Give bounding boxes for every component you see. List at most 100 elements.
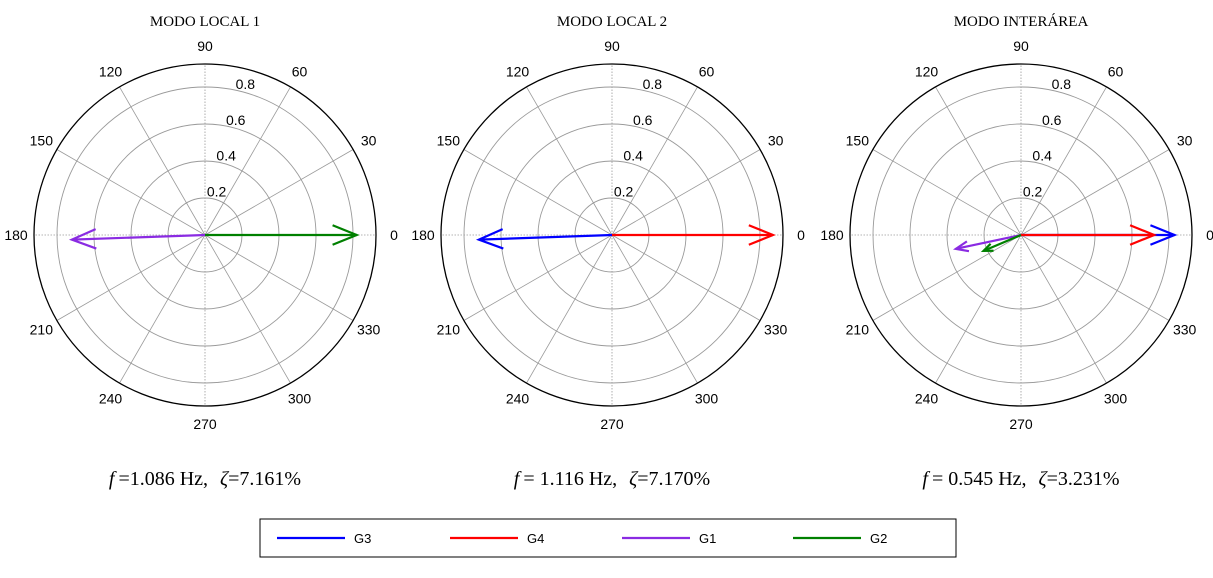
plot-title: MODO INTERÁREA xyxy=(954,13,1089,30)
angle-tick-label: 300 xyxy=(1104,391,1128,407)
angle-tick-label: 330 xyxy=(1173,322,1197,338)
vector-g3 xyxy=(475,228,613,250)
plot-title: MODO LOCAL 2 xyxy=(557,14,667,30)
angle-tick-label: 0 xyxy=(390,227,398,243)
legend-item-g1: G1 xyxy=(622,531,716,546)
angle-tick-label: 30 xyxy=(361,133,377,149)
angle-tick-label: 150 xyxy=(437,133,461,149)
spoke-line xyxy=(463,234,613,321)
spoke-line xyxy=(526,86,613,236)
polar-plot-1: MODO LOCAL 1 0.2 0.4 0.6 0.8 0 30 60 90 120 150 180… xyxy=(4,14,398,490)
angle-tick-label: 120 xyxy=(915,63,939,79)
radial-tick-label: 0.8 xyxy=(236,76,256,92)
outer-ring xyxy=(33,63,377,407)
radial-tick-label: 0.8 xyxy=(643,76,663,92)
spoke-line xyxy=(119,86,206,236)
damping-symbol: ζ xyxy=(220,468,230,490)
frequency-value: =1.086 Hz, xyxy=(118,468,208,490)
damping-symbol: ζ xyxy=(1039,468,1049,490)
angle-tick-label: 180 xyxy=(4,227,28,243)
frequency-value: = 0.545 Hz, xyxy=(932,468,1027,490)
angle-tick-label: 60 xyxy=(699,63,715,79)
outer-ring xyxy=(849,63,1193,407)
damping-value: =7.170% xyxy=(637,468,710,490)
angle-tick-label: 330 xyxy=(764,322,788,338)
legend-label: G3 xyxy=(354,531,371,546)
angle-tick-label: 0 xyxy=(797,227,805,243)
angle-tick-label: 90 xyxy=(1013,38,1029,54)
spoke-line xyxy=(935,86,1022,236)
radial-tick-label: 0.6 xyxy=(226,112,246,128)
spoke-line xyxy=(526,234,613,384)
radial-tick-label: 0.6 xyxy=(633,112,653,128)
spoke-line xyxy=(935,234,1022,384)
spoke-line xyxy=(204,86,291,236)
angle-tick-label: 120 xyxy=(506,63,530,79)
damping-symbol: ζ xyxy=(629,468,639,490)
frequency-symbol: f xyxy=(514,468,522,490)
mode-caption: f = 0.545 Hz, ζ=3.231% xyxy=(922,468,1119,490)
radial-tick-label: 0.8 xyxy=(1052,76,1072,92)
spoke-line xyxy=(1020,149,1170,236)
radial-tick-label: 0.2 xyxy=(1023,183,1043,199)
mode-caption: f = 1.116 Hz, ζ=7.170% xyxy=(514,468,710,490)
angle-tick-label: 300 xyxy=(288,391,312,407)
angle-tick-label: 330 xyxy=(357,322,381,338)
angle-tick-label: 270 xyxy=(1009,416,1033,432)
spoke-line xyxy=(56,149,206,236)
legend-item-g4: G4 xyxy=(450,531,544,546)
spoke-line xyxy=(872,149,1022,236)
mode-caption: f =1.086 Hz, ζ=7.161% xyxy=(109,468,301,490)
damping-value: =7.161% xyxy=(228,468,301,490)
angle-tick-label: 270 xyxy=(193,416,217,432)
angle-tick-label: 180 xyxy=(411,227,435,243)
spoke-line xyxy=(872,234,1022,321)
angle-tick-label: 270 xyxy=(600,416,624,432)
angle-tick-label: 240 xyxy=(99,391,123,407)
radial-tick-label: 0.2 xyxy=(614,183,634,199)
legend-label: G2 xyxy=(870,531,887,546)
spoke-line xyxy=(1020,234,1170,321)
angle-tick-label: 120 xyxy=(99,63,123,79)
spoke-line xyxy=(204,234,291,384)
legend-label: G4 xyxy=(527,531,544,546)
frequency-value: = 1.116 Hz, xyxy=(523,468,617,490)
plot-title: MODO LOCAL 1 xyxy=(150,14,260,30)
angle-tick-label: 30 xyxy=(768,133,784,149)
spoke-line xyxy=(204,149,354,236)
spoke-line xyxy=(56,234,206,321)
angle-tick-label: 60 xyxy=(292,63,308,79)
frequency-symbol: f xyxy=(922,468,930,490)
angle-tick-label: 210 xyxy=(846,322,870,338)
radial-tick-label: 0.4 xyxy=(1032,148,1052,164)
angle-tick-label: 240 xyxy=(506,391,530,407)
spoke-line xyxy=(611,86,698,236)
radial-tick-label: 0.4 xyxy=(216,148,236,164)
spoke-line xyxy=(1020,234,1107,384)
spoke-line xyxy=(463,149,613,236)
spoke-line xyxy=(204,234,354,321)
angle-tick-label: 60 xyxy=(1108,63,1124,79)
angle-tick-label: 30 xyxy=(1177,133,1193,149)
angle-tick-label: 0 xyxy=(1206,227,1213,243)
vector-g1 xyxy=(952,233,1022,253)
angle-tick-label: 150 xyxy=(846,133,870,149)
vector-g4 xyxy=(1021,224,1158,246)
spoke-line xyxy=(119,234,206,384)
legend: G3 G4 G1 G2 xyxy=(259,518,957,558)
legend-item-g2: G2 xyxy=(793,531,887,546)
radial-tick-label: 0.6 xyxy=(1042,112,1062,128)
legend-label: G1 xyxy=(699,531,716,546)
polar-plot-2: MODO LOCAL 2 0.2 0.4 0.6 0.8 0 30 60 90 120 150 180… xyxy=(411,14,805,490)
radial-tick-label: 0.2 xyxy=(207,183,227,199)
damping-value: =3.231% xyxy=(1047,468,1120,490)
angle-tick-label: 240 xyxy=(915,391,939,407)
spoke-line xyxy=(1020,86,1107,236)
angle-tick-label: 180 xyxy=(820,227,844,243)
spoke-line xyxy=(611,234,761,321)
radial-tick-label: 0.4 xyxy=(623,148,643,164)
angle-tick-label: 90 xyxy=(197,38,213,54)
angle-tick-label: 90 xyxy=(604,38,620,54)
vector-g2 xyxy=(980,233,1022,253)
